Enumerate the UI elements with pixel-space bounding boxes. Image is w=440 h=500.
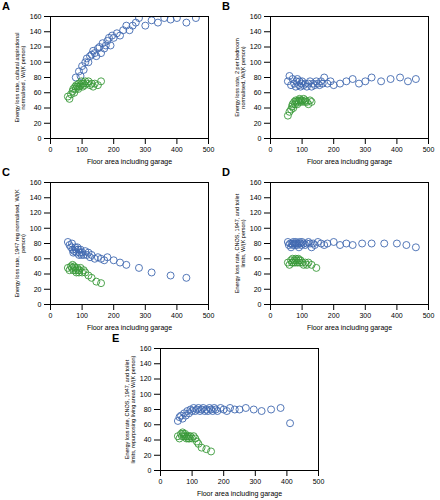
svg-text:120: 120 [30, 43, 42, 50]
svg-text:140: 140 [250, 194, 262, 201]
svg-text:Floor area including garage: Floor area including garage [87, 158, 172, 166]
svg-text:0: 0 [258, 135, 262, 142]
svg-text:80: 80 [144, 406, 152, 413]
svg-text:Floor area including garage: Floor area including garage [307, 158, 392, 166]
svg-text:160: 160 [30, 13, 42, 20]
svg-text:20: 20 [34, 119, 42, 126]
svg-text:140: 140 [250, 28, 262, 35]
svg-text:100: 100 [76, 312, 88, 319]
svg-text:300: 300 [359, 312, 371, 319]
svg-text:500: 500 [313, 478, 325, 485]
svg-text:60: 60 [34, 255, 42, 262]
svg-text:160: 160 [250, 179, 262, 186]
svg-text:400: 400 [391, 146, 403, 153]
svg-text:Floor area including garage: Floor area including garage [307, 324, 392, 332]
svg-text:100: 100 [250, 224, 262, 231]
svg-text:40: 40 [34, 104, 42, 111]
svg-text:140: 140 [140, 360, 152, 367]
svg-text:0: 0 [269, 312, 273, 319]
svg-text:500: 500 [423, 146, 435, 153]
svg-text:100: 100 [296, 312, 308, 319]
svg-text:80: 80 [254, 74, 262, 81]
svg-text:Floor area including garage: Floor area including garage [197, 490, 282, 498]
svg-text:Energy loss rate, 2 per bedroo: Energy loss rate, 2 per bedroomnormalise… [234, 38, 246, 117]
svg-text:0: 0 [159, 478, 163, 485]
svg-text:20: 20 [254, 285, 262, 292]
svg-text:0: 0 [269, 146, 273, 153]
svg-text:300: 300 [249, 478, 261, 485]
svg-text:0: 0 [49, 312, 53, 319]
svg-text:200: 200 [328, 146, 340, 153]
svg-text:100: 100 [30, 224, 42, 231]
svg-text:20: 20 [34, 285, 42, 292]
html-text:D: D [222, 166, 230, 178]
svg-text:400: 400 [391, 312, 403, 319]
svg-text:40: 40 [144, 436, 152, 443]
svg-text:0: 0 [38, 301, 42, 308]
svg-text:80: 80 [34, 240, 42, 247]
svg-text:140: 140 [30, 28, 42, 35]
svg-text:140: 140 [30, 194, 42, 201]
svg-text:400: 400 [171, 146, 183, 153]
svg-text:300: 300 [139, 146, 151, 153]
svg-text:500: 500 [423, 312, 435, 319]
svg-text:160: 160 [140, 345, 152, 352]
svg-text:Energy loss rate, CNOS, 1947,: Energy loss rate, CNOS, 1947, and toilet… [124, 355, 136, 463]
svg-text:160: 160 [250, 13, 262, 20]
svg-text:40: 40 [254, 270, 262, 277]
svg-text:500: 500 [203, 146, 215, 153]
svg-text:Energy loss rate, CNOS, 1947,: Energy loss rate, CNOS, 1947, and toilet… [234, 193, 246, 293]
svg-text:100: 100 [250, 58, 262, 65]
svg-text:100: 100 [140, 390, 152, 397]
html-text:C: C [2, 166, 10, 178]
svg-text:20: 20 [144, 451, 152, 458]
svg-text:400: 400 [171, 312, 183, 319]
svg-text:0: 0 [38, 135, 42, 142]
svg-text:Energy loss rate, cultural asp: Energy loss rate, cultural aspirationaln… [14, 32, 26, 122]
svg-text:120: 120 [30, 209, 42, 216]
svg-text:300: 300 [139, 312, 151, 319]
svg-text:100: 100 [296, 146, 308, 153]
svg-text:160: 160 [30, 179, 42, 186]
svg-text:400: 400 [281, 478, 293, 485]
svg-text:Energy loss rate, 1947 reg nor: Energy loss rate, 1947 reg normalised, W… [14, 189, 26, 298]
svg-text:0: 0 [49, 146, 53, 153]
html-text:A: A [2, 0, 10, 12]
svg-text:120: 120 [140, 375, 152, 382]
svg-text:120: 120 [250, 43, 262, 50]
svg-text:60: 60 [254, 89, 262, 96]
svg-text:100: 100 [186, 478, 198, 485]
svg-text:60: 60 [34, 89, 42, 96]
svg-text:80: 80 [34, 74, 42, 81]
svg-text:0: 0 [148, 467, 152, 474]
svg-text:200: 200 [328, 312, 340, 319]
svg-text:20: 20 [254, 119, 262, 126]
svg-text:Floor area including garage: Floor area including garage [87, 324, 172, 332]
svg-text:500: 500 [203, 312, 215, 319]
html-text:B: B [222, 0, 230, 12]
svg-text:80: 80 [254, 240, 262, 247]
svg-text:300: 300 [359, 146, 371, 153]
svg-text:60: 60 [254, 255, 262, 262]
svg-text:0: 0 [258, 301, 262, 308]
svg-text:40: 40 [254, 104, 262, 111]
svg-text:120: 120 [250, 209, 262, 216]
svg-text:60: 60 [144, 421, 152, 428]
svg-text:200: 200 [108, 312, 120, 319]
svg-text:200: 200 [218, 478, 230, 485]
svg-text:100: 100 [76, 146, 88, 153]
svg-text:200: 200 [108, 146, 120, 153]
html-text:E: E [112, 332, 120, 344]
svg-text:40: 40 [34, 270, 42, 277]
svg-text:100: 100 [30, 58, 42, 65]
